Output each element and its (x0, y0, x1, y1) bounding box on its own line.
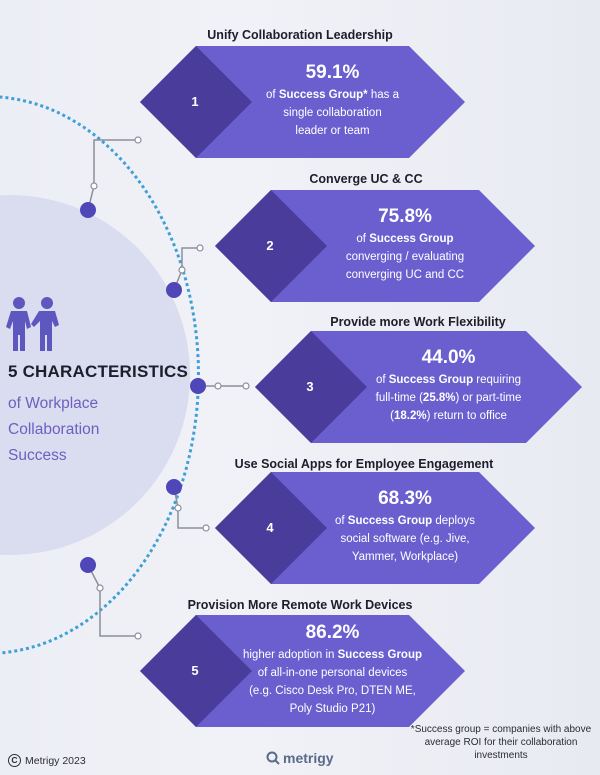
connector-line-2 (173, 247, 200, 291)
hexagon-shape (215, 472, 535, 584)
card-description: 68.3% of Success Group deploys social soft… (315, 486, 495, 566)
card-description-line: converging UC and CC (345, 269, 465, 281)
connector-node (214, 382, 222, 390)
brand-text: metrigy (283, 750, 334, 766)
card-description: 86.2% higher adoption in Success Group of … (240, 620, 425, 718)
card-description-line: single collaboration (283, 107, 382, 119)
title-sub-line: Collaboration (8, 421, 100, 438)
card-percent: 86.2% (305, 622, 360, 643)
card-percent: 44.0% (421, 347, 476, 368)
card-number: 3 (306, 379, 314, 394)
title-sub: of Workplace Collaboration Success (8, 391, 188, 469)
title-main: 5 CHARACTERISTICS (8, 362, 189, 381)
ring-dot-4 (166, 479, 182, 495)
card-percent: 75.8% (378, 206, 432, 227)
card-description-line: (e.g. Cisco Desk Pro, DTEN ME, (249, 685, 416, 697)
card-description-line: of Success Group deploys (334, 515, 475, 527)
connector-node (134, 136, 142, 144)
card-number: 5 (191, 663, 199, 678)
card-heading: Provision More Remote Work Devices (187, 598, 413, 612)
card-percent: 59.1% (305, 62, 360, 83)
connector-node (96, 584, 104, 592)
connector-line-4 (173, 486, 206, 529)
card-number: 2 (266, 238, 274, 253)
connector-node (178, 266, 186, 274)
copyright-icon: C (8, 754, 21, 767)
hexagon-number-block (215, 190, 327, 302)
hexagon-number-block (215, 472, 327, 584)
card-description-line: leader or team (295, 125, 370, 137)
footnote: *Success group = companies with above av… (410, 724, 592, 761)
hexagon-shape (215, 190, 535, 302)
card-percent: 68.3% (378, 488, 432, 509)
connector-node (134, 632, 142, 640)
hexagon-shape (255, 331, 582, 443)
ring-dot-5 (80, 557, 96, 573)
card-description-line: social software (e.g. Jive, (340, 533, 470, 545)
ring-dot-3 (190, 378, 206, 394)
card-description-line: (18.2%) return to office (390, 410, 507, 422)
connector-node (174, 504, 182, 512)
connector-line-5 (87, 564, 140, 637)
brand-logo: metrigy (266, 750, 334, 766)
hexagon-number-block (255, 331, 367, 443)
connector-node (90, 182, 98, 190)
people-handshake-icon (6, 297, 59, 351)
card-description-line: Yammer, Workplace) (351, 551, 459, 563)
card-heading: Provide more Work Flexibility (330, 315, 506, 329)
card-description: 59.1% of Success Group* has a single colla… (240, 60, 425, 140)
card-description-line: full-time (25.8%) or part-time (375, 392, 522, 404)
card-description: 44.0% of Success Group requiring full-time… (355, 345, 542, 425)
card-description-line: of all-in-one personal devices (257, 667, 408, 679)
card-description-line: of Success Group (356, 233, 454, 245)
hexagon-shape (140, 46, 465, 158)
ring-dot-2 (166, 282, 182, 298)
connector-line-1 (87, 139, 140, 211)
title-block: 5 CHARACTERISTICS of Workplace Collabora… (8, 362, 188, 469)
ring-dot-1 (80, 202, 96, 218)
card-description-line: converging / evaluating (345, 251, 465, 263)
title-sub-line: Success (8, 447, 67, 464)
card-number: 4 (266, 520, 274, 535)
magnifier-logo-icon (266, 751, 280, 765)
copyright-text: Metrigy 2023 (25, 754, 86, 767)
card-description-line: higher adoption in Success Group (242, 649, 422, 661)
hexagon-number-block (140, 615, 252, 727)
connector-node (202, 524, 210, 532)
card-description-line: of Success Group* has a (266, 89, 399, 101)
card-description: 75.8% of Success Group converging / evalua… (315, 204, 495, 284)
connector-node (242, 382, 250, 390)
hexagon-shape (140, 615, 465, 727)
card-heading: Converge UC & CC (309, 172, 423, 186)
card-heading: Use Social Apps for Employee Engagement (234, 457, 494, 471)
connector-node (196, 244, 204, 252)
card-description-line: of Success Group requiring (375, 374, 522, 386)
copyright: C Metrigy 2023 (8, 754, 86, 767)
card-number: 1 (191, 94, 199, 109)
card-description-line: Poly Studio P21) (289, 703, 376, 715)
hexagon-number-block (140, 46, 252, 158)
title-sub-line: of Workplace (8, 395, 99, 412)
card-heading: Unify Collaboration Leadership (207, 28, 393, 42)
